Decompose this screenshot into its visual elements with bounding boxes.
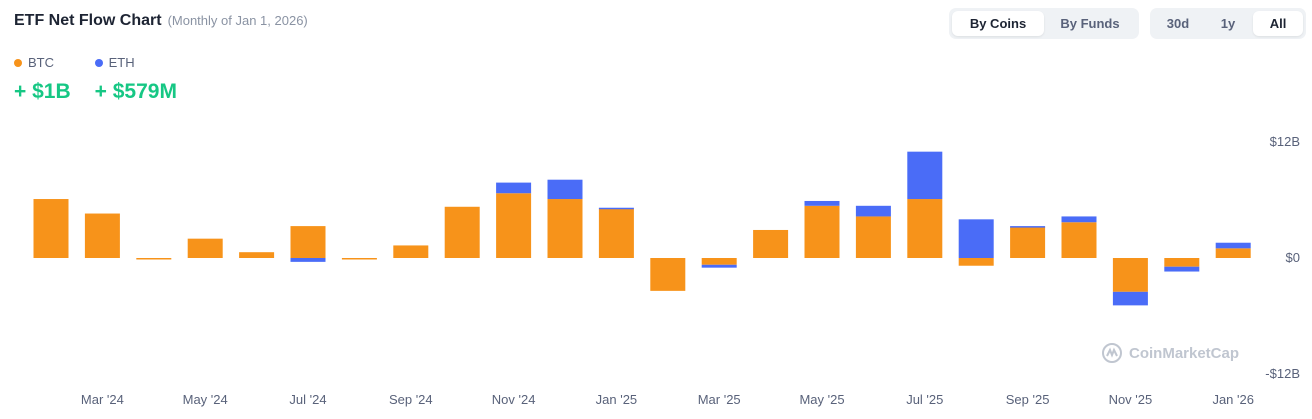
x-tick-label: Sep '24 <box>389 392 433 407</box>
x-tick-label: May '24 <box>183 392 228 407</box>
range-30d-button[interactable]: 30d <box>1166 16 1190 31</box>
watermark-text: CoinMarketCap <box>1129 344 1240 362</box>
bar-btc-3[interactable] <box>187 238 223 258</box>
chart-header: ETF Net Flow Chart (Monthly of Jan 1, 20… <box>14 12 308 30</box>
legend-item-btc[interactable]: BTC + $1B <box>14 55 71 104</box>
bar-btc-14[interactable] <box>753 229 789 258</box>
bar-eth-18[interactable] <box>958 219 994 258</box>
bar-btc-19[interactable] <box>1010 227 1046 258</box>
bar-btc-15[interactable] <box>804 205 840 258</box>
bar-eth-20[interactable] <box>1061 216 1097 223</box>
bar-eth-19[interactable] <box>1010 226 1046 228</box>
btc-color-dot <box>14 58 22 67</box>
bar-btc-10[interactable] <box>547 199 583 258</box>
bar-eth-21[interactable] <box>1112 291 1148 306</box>
bar-eth-23[interactable] <box>1215 242 1251 249</box>
bar-btc-9[interactable] <box>496 193 532 258</box>
x-tick-label: Jul '25 <box>906 392 943 407</box>
chart-subtitle: (Monthly of Jan 1, 2026) <box>167 13 308 28</box>
range-1y-button[interactable]: 1y <box>1220 16 1236 31</box>
bar-btc-18[interactable] <box>958 258 994 266</box>
coinmarketcap-watermark: CoinMarketCap <box>1101 342 1239 364</box>
bar-eth-15[interactable] <box>804 200 840 206</box>
bar-eth-17[interactable] <box>907 151 943 200</box>
bar-eth-13[interactable] <box>701 264 737 268</box>
legend-label-eth: ETH <box>108 55 135 70</box>
y-tick-label: $12B <box>1270 134 1300 149</box>
x-tick-label: Mar '24 <box>81 392 124 407</box>
legend-item-eth[interactable]: ETH + $579M <box>94 55 177 104</box>
x-tick-label: Jan '25 <box>596 392 638 407</box>
eth-color-dot <box>94 58 103 67</box>
x-tick-label: Nov '25 <box>1109 392 1153 407</box>
bar-btc-13[interactable] <box>701 258 737 265</box>
chart-title: ETF Net Flow Chart <box>14 12 162 29</box>
by-coins-button[interactable]: By Coins <box>952 11 1044 36</box>
x-tick-label: Nov '24 <box>492 392 536 407</box>
legend-value-eth: + $579M <box>94 80 177 103</box>
bar-btc-20[interactable] <box>1061 222 1097 258</box>
bar-eth-10[interactable] <box>547 179 583 200</box>
x-tick-label: Sep '25 <box>1006 392 1050 407</box>
bar-btc-1[interactable] <box>84 213 120 258</box>
legend-value-btc: + $1B <box>14 80 71 103</box>
bar-btc-17[interactable] <box>907 199 943 258</box>
bar-btc-21[interactable] <box>1112 258 1148 292</box>
bar-eth-11[interactable] <box>598 207 634 210</box>
x-tick-label: May '25 <box>799 392 844 407</box>
bar-btc-16[interactable] <box>855 216 891 258</box>
legend-label-btc: BTC <box>28 55 54 70</box>
bar-btc-0[interactable] <box>33 199 69 258</box>
by-funds-button[interactable]: By Funds <box>1060 16 1120 31</box>
y-tick-label: -$12B <box>1265 366 1300 381</box>
bar-btc-23[interactable] <box>1215 248 1251 258</box>
bar-btc-8[interactable] <box>444 206 480 258</box>
bar-btc-12[interactable] <box>650 258 686 291</box>
bar-eth-22[interactable] <box>1164 266 1200 272</box>
group-by-toggle: By Coins By Funds <box>949 8 1139 39</box>
coinmarketcap-logo-icon <box>1102 343 1122 363</box>
legend: BTC + $1B ETH + $579M <box>14 55 177 104</box>
x-tick-label: Mar '25 <box>698 392 741 407</box>
bar-eth-9[interactable] <box>496 182 532 194</box>
bar-btc-6[interactable] <box>341 258 377 260</box>
bar-eth-5[interactable] <box>290 258 326 262</box>
x-tick-label: Jan '26 <box>1212 392 1254 407</box>
bar-btc-4[interactable] <box>239 252 275 258</box>
bar-btc-11[interactable] <box>598 208 634 258</box>
bar-eth-16[interactable] <box>855 205 891 217</box>
time-range-toggle: 30d 1y All <box>1150 8 1306 39</box>
bar-btc-2[interactable] <box>136 258 172 260</box>
y-tick-label: $0 <box>1286 250 1300 265</box>
bar-btc-5[interactable] <box>290 226 326 258</box>
bar-btc-7[interactable] <box>393 245 429 258</box>
bar-btc-22[interactable] <box>1164 258 1200 267</box>
x-tick-label: Jul '24 <box>289 392 326 407</box>
range-all-button[interactable]: All <box>1253 11 1303 36</box>
